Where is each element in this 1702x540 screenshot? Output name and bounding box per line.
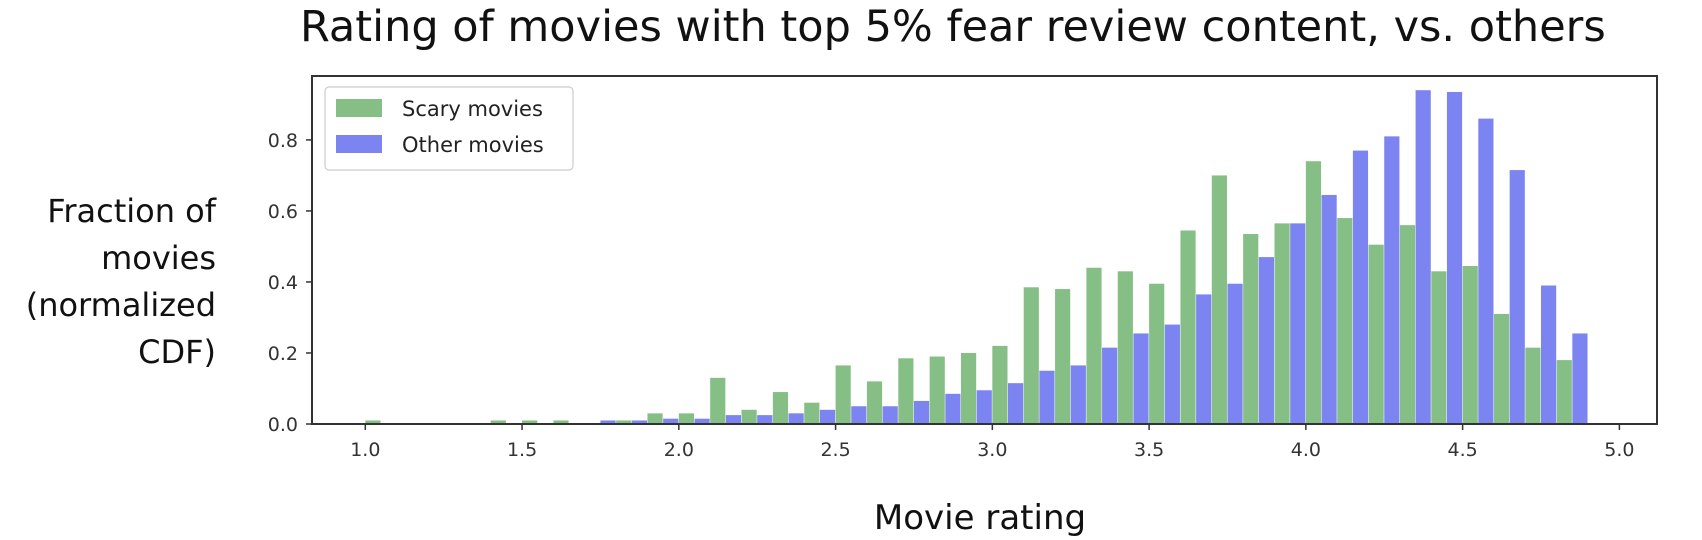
legend-swatch-other bbox=[336, 135, 382, 153]
x-tick-label-1.5: 1.5 bbox=[507, 439, 537, 461]
scary-bar-30 bbox=[1305, 161, 1322, 424]
scary-bar-13 bbox=[772, 392, 789, 424]
scary-bar-0 bbox=[365, 420, 381, 424]
legend-label-other: Other movies bbox=[402, 133, 544, 157]
x-axis-label: Movie rating bbox=[873, 498, 1087, 538]
plot-frame bbox=[311, 75, 1658, 425]
other-bar-10 bbox=[694, 418, 710, 424]
scary-bar-12 bbox=[741, 409, 757, 424]
other-bar-14 bbox=[819, 409, 836, 424]
other-bar-16 bbox=[882, 406, 898, 424]
other-bar-25 bbox=[1164, 324, 1180, 424]
other-bar-38 bbox=[1572, 333, 1588, 424]
other-bar-31 bbox=[1352, 150, 1369, 425]
other-bar-18 bbox=[945, 393, 961, 424]
other-bar-27 bbox=[1227, 283, 1243, 424]
scary-bar-16 bbox=[866, 381, 883, 424]
other-bar-30 bbox=[1321, 194, 1337, 424]
x-tick-label-2.5: 2.5 bbox=[820, 439, 850, 461]
other-bar-29 bbox=[1290, 223, 1306, 424]
other-bar-35 bbox=[1478, 118, 1494, 424]
other-bar-28 bbox=[1258, 257, 1275, 424]
scary-bar-4 bbox=[490, 420, 506, 424]
x-tick-label-5.0: 5.0 bbox=[1604, 439, 1634, 461]
scary-bar-29 bbox=[1274, 223, 1290, 424]
scary-bar-22 bbox=[1055, 289, 1071, 424]
x-axis-ticks: 1.0 1.5 2.0 2.5 3.0 3.5 4.0 4.5 5.0 bbox=[350, 424, 1634, 461]
x-tick-label-1.0: 1.0 bbox=[350, 439, 380, 461]
x-tick-label-4.5: 4.5 bbox=[1448, 439, 1478, 461]
other-bar-23 bbox=[1102, 347, 1118, 424]
other-bar-22 bbox=[1070, 365, 1086, 424]
other-bar-32 bbox=[1384, 136, 1400, 424]
other-bar-33 bbox=[1415, 90, 1431, 425]
other-bar-17 bbox=[913, 400, 930, 424]
y-axis-ticks: 0.0 0.2 0.4 0.6 0.8 bbox=[268, 130, 312, 436]
other-bar-15 bbox=[851, 406, 867, 424]
other-bar-13 bbox=[788, 413, 804, 424]
scary-bar-21 bbox=[1023, 287, 1039, 424]
legend: Scary movies Other movies bbox=[324, 86, 574, 171]
scary-bar-32 bbox=[1368, 244, 1384, 424]
scary-bar-38 bbox=[1556, 360, 1572, 424]
legend-box bbox=[324, 86, 574, 171]
x-tick-label-3.5: 3.5 bbox=[1134, 439, 1164, 461]
other-bar-19 bbox=[976, 390, 992, 424]
legend-swatch-scary bbox=[336, 99, 382, 117]
other-bar-8 bbox=[631, 420, 647, 424]
scary-bar-15 bbox=[835, 365, 851, 424]
scary-bar-11 bbox=[710, 377, 726, 424]
x-tick-label-3.0: 3.0 bbox=[977, 439, 1007, 461]
scary-bar-18 bbox=[929, 356, 945, 424]
scary-bar-10 bbox=[678, 413, 694, 424]
scary-bar-26 bbox=[1180, 230, 1196, 424]
x-tick-label-2.0: 2.0 bbox=[664, 439, 694, 461]
bars-layer bbox=[365, 90, 1588, 425]
y-tick-label-0.6: 0.6 bbox=[268, 201, 298, 223]
y-tick-label-0.8: 0.8 bbox=[268, 130, 298, 152]
other-bar-11 bbox=[725, 415, 742, 424]
scary-bar-14 bbox=[804, 402, 820, 424]
scary-bar-20 bbox=[992, 345, 1008, 424]
scary-bar-5 bbox=[522, 420, 538, 424]
other-bar-12 bbox=[757, 415, 773, 424]
other-bar-26 bbox=[1196, 294, 1212, 424]
y-tick-label-0.0: 0.0 bbox=[268, 414, 298, 436]
y-tick-label-0.2: 0.2 bbox=[268, 343, 298, 365]
scary-bar-23 bbox=[1086, 267, 1102, 424]
y-tick-label-0.4: 0.4 bbox=[268, 272, 298, 294]
y-axis-label-line-3: (normalized bbox=[25, 286, 216, 324]
other-bar-34 bbox=[1446, 91, 1463, 425]
other-bar-20 bbox=[1008, 383, 1024, 424]
scary-bar-17 bbox=[898, 358, 914, 424]
y-axis-label-line-2: movies bbox=[101, 239, 216, 277]
scary-bar-6 bbox=[553, 420, 569, 424]
scary-bar-36 bbox=[1493, 313, 1510, 424]
other-bar-37 bbox=[1540, 285, 1557, 424]
scary-bar-24 bbox=[1117, 271, 1133, 424]
legend-label-scary: Scary movies bbox=[402, 97, 543, 121]
scary-bar-28 bbox=[1243, 234, 1259, 424]
scary-bar-35 bbox=[1462, 265, 1478, 424]
scary-bar-33 bbox=[1399, 225, 1416, 424]
scary-bar-19 bbox=[960, 352, 977, 424]
other-bar-21 bbox=[1039, 370, 1055, 424]
scary-bar-31 bbox=[1337, 218, 1353, 424]
x-tick-label-4.0: 4.0 bbox=[1291, 439, 1321, 461]
y-axis-label-line-4: CDF) bbox=[138, 333, 216, 371]
scary-bar-34 bbox=[1431, 271, 1447, 424]
chart-title: Rating of movies with top 5% fear review… bbox=[300, 2, 1606, 52]
other-bar-36 bbox=[1509, 170, 1525, 424]
scary-bar-25 bbox=[1149, 283, 1165, 424]
scary-bar-9 bbox=[647, 413, 663, 424]
scary-bar-8 bbox=[616, 420, 632, 424]
other-bar-9 bbox=[663, 418, 679, 424]
other-bar-24 bbox=[1133, 333, 1149, 424]
y-axis-label-line-1: Fraction of bbox=[47, 192, 216, 230]
other-bar-7 bbox=[600, 420, 616, 424]
y-axis-label: Fraction of movies (normalized CDF) bbox=[0, 188, 216, 376]
scary-bar-37 bbox=[1525, 347, 1541, 424]
scary-bar-27 bbox=[1211, 175, 1227, 424]
